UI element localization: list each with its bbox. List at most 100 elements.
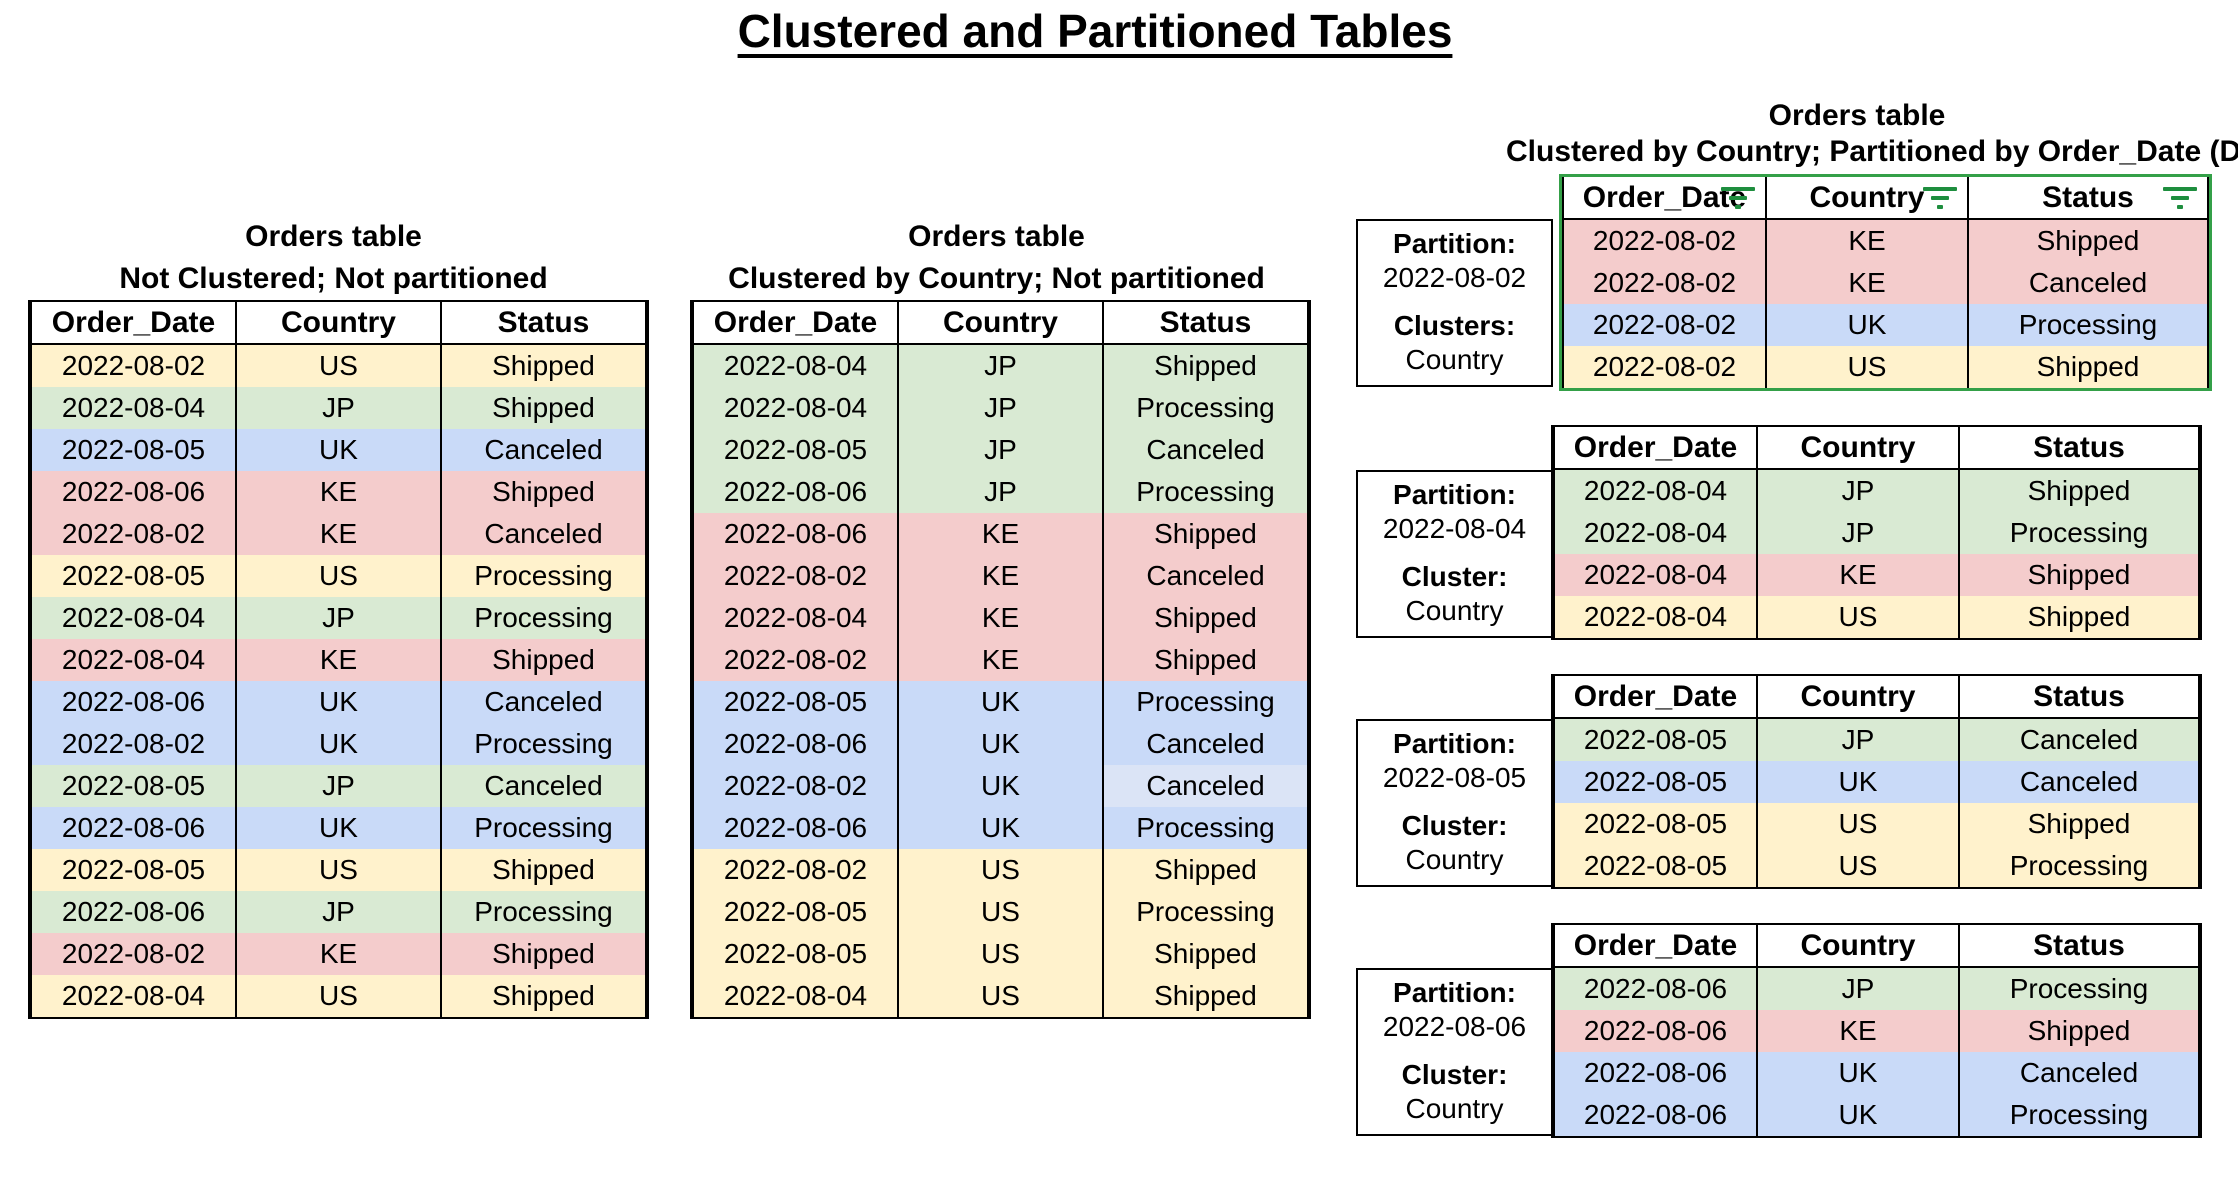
partition-label-box: Partition: 2022-08-02 Clusters: Country [1356,219,1553,387]
table-cell: JP [1756,469,1960,512]
partition-value: 2022-08-05 [1382,762,1527,793]
table-cell: 2022-08-04 [692,344,899,387]
table-cell: Shipped [440,849,647,891]
table-cell: 2022-08-05 [30,849,237,891]
table-cell: 2022-08-04 [30,597,237,639]
table-cell: 2022-08-06 [692,807,899,849]
cluster-value: Country [1405,595,1504,626]
table-row: 2022-08-06 UK Processing [30,807,647,849]
cluster-label: Cluster: [1401,810,1508,841]
partition-group-2022-08-02: Partition: 2022-08-02 Clusters: Country Orde… [1356,174,2212,391]
table-cell: Canceled [1958,1052,2200,1094]
table-cell: Processing [440,597,647,639]
table-cell: JP [1756,967,1960,1010]
table-cell: 2022-08-05 [30,429,237,471]
table-cell: Processing [1958,512,2200,554]
cluster-label: Clusters: [1393,310,1516,341]
column-header: Status [1958,427,2200,470]
partition-label-column: Partition: 2022-08-05 Cluster: Country [1356,674,1553,887]
table-cell: UK [1756,761,1960,803]
table-cell: JP [897,344,1104,387]
header-row: Order_Date Country Status [1553,925,2200,968]
table-cell: UK [235,807,442,849]
header-row: Order_Date Country Status [1553,427,2200,470]
table-cell: JP [1756,512,1960,554]
table-cell: Shipped [440,975,647,1017]
partition-value: 2022-08-06 [1382,1011,1527,1042]
cluster-value: Country [1405,344,1504,375]
table-cell: Shipped [1102,344,1309,387]
column-header: Status [440,302,647,345]
table-cell: US [897,849,1104,891]
section-title: Orders table [245,220,422,253]
filter-icon[interactable] [1923,186,1957,209]
table-row: 2022-08-02 US Shipped [1562,346,2209,388]
table-row: 2022-08-05 US Shipped [30,849,647,891]
table-cell: Processing [440,555,647,597]
table-cell: 2022-08-06 [692,471,899,513]
table-cell: Shipped [1958,469,2200,512]
table-cell: 2022-08-06 [1553,967,1758,1010]
table-row: 2022-08-04 KE Shipped [1553,554,2200,596]
table-row: 2022-08-06 JP Processing [692,471,1309,513]
table-row: 2022-08-06 KE Shipped [30,471,647,513]
table-cell: 2022-08-05 [692,933,899,975]
table-row: 2022-08-05 US Shipped [692,933,1309,975]
column-header: Order_Date [1553,676,1758,719]
table-cell: 2022-08-04 [1553,512,1758,554]
table-row: 2022-08-02 US Shipped [692,849,1309,891]
partition-group-2022-08-04: Partition: 2022-08-04 Cluster: Country Order… [1356,425,2208,640]
filter-icon[interactable] [1721,186,1755,209]
table-cell: UK [235,723,442,765]
filter-icon[interactable] [2163,186,2197,209]
table-cell: Processing [440,807,647,849]
table-cell: JP [897,387,1104,429]
orders-table-unclustered: Order_Date Country Status 2022-08-02 US Shipp… [28,300,649,1019]
table-cell: Shipped [1958,596,2200,638]
table-row: 2022-08-06 JP Processing [1553,967,2200,1010]
table-row: 2022-08-05 US Shipped [1553,803,2200,845]
table-cell: US [235,849,442,891]
table-cell: UK [235,429,442,471]
table-cell: Shipped [1102,513,1309,555]
table-cell: US [897,975,1104,1017]
table-cell: US [1756,596,1960,638]
partition-label-column: Partition: 2022-08-06 Cluster: Country [1356,923,1553,1136]
table-cell: UK [897,765,1104,807]
table-cell: 2022-08-05 [692,429,899,471]
table-cell: KE [1756,1010,1960,1052]
table-cell: Shipped [440,471,647,513]
table-cell: 2022-08-04 [30,639,237,681]
cluster-value: Country [1405,844,1504,875]
table-cell: Canceled [440,429,647,471]
table-cell: 2022-08-02 [30,723,237,765]
table-cell: KE [1765,262,1969,304]
table-cell: KE [235,513,442,555]
table-cell: 2022-08-04 [1553,596,1758,638]
table-cell: 2022-08-02 [1562,346,1767,388]
table-cell: Processing [440,891,647,933]
table-row: 2022-08-06 UK Canceled [30,681,647,723]
table-cell: 2022-08-06 [30,471,237,513]
table-cell: 2022-08-06 [30,807,237,849]
column-header: Status [1958,925,2200,968]
column-header: Order_Date [1553,427,1758,470]
table-row: 2022-08-04 US Shipped [1553,596,2200,638]
partition-label-box: Partition: 2022-08-06 Cluster: Country [1356,968,1553,1136]
table-cell: UK [897,681,1104,723]
table-cell: 2022-08-02 [1562,262,1767,304]
table-cell: 2022-08-02 [692,555,899,597]
column-header: Country [1765,177,1969,220]
table-cell: Shipped [1958,554,2200,596]
table-cell: 2022-08-04 [692,387,899,429]
table-cell: 2022-08-02 [1562,304,1767,346]
table-row: 2022-08-05 JP Canceled [30,765,647,807]
table-row: 2022-08-05 UK Processing [692,681,1309,723]
table-cell: 2022-08-04 [1553,469,1758,512]
column-header: Country [235,302,442,345]
table-cell: JP [1756,718,1960,761]
partition-group-2022-08-05: Partition: 2022-08-05 Cluster: Country Order… [1356,674,2208,889]
table-row: 2022-08-04 JP Processing [1553,512,2200,554]
table-cell: KE [897,597,1104,639]
table-cell: Processing [440,723,647,765]
